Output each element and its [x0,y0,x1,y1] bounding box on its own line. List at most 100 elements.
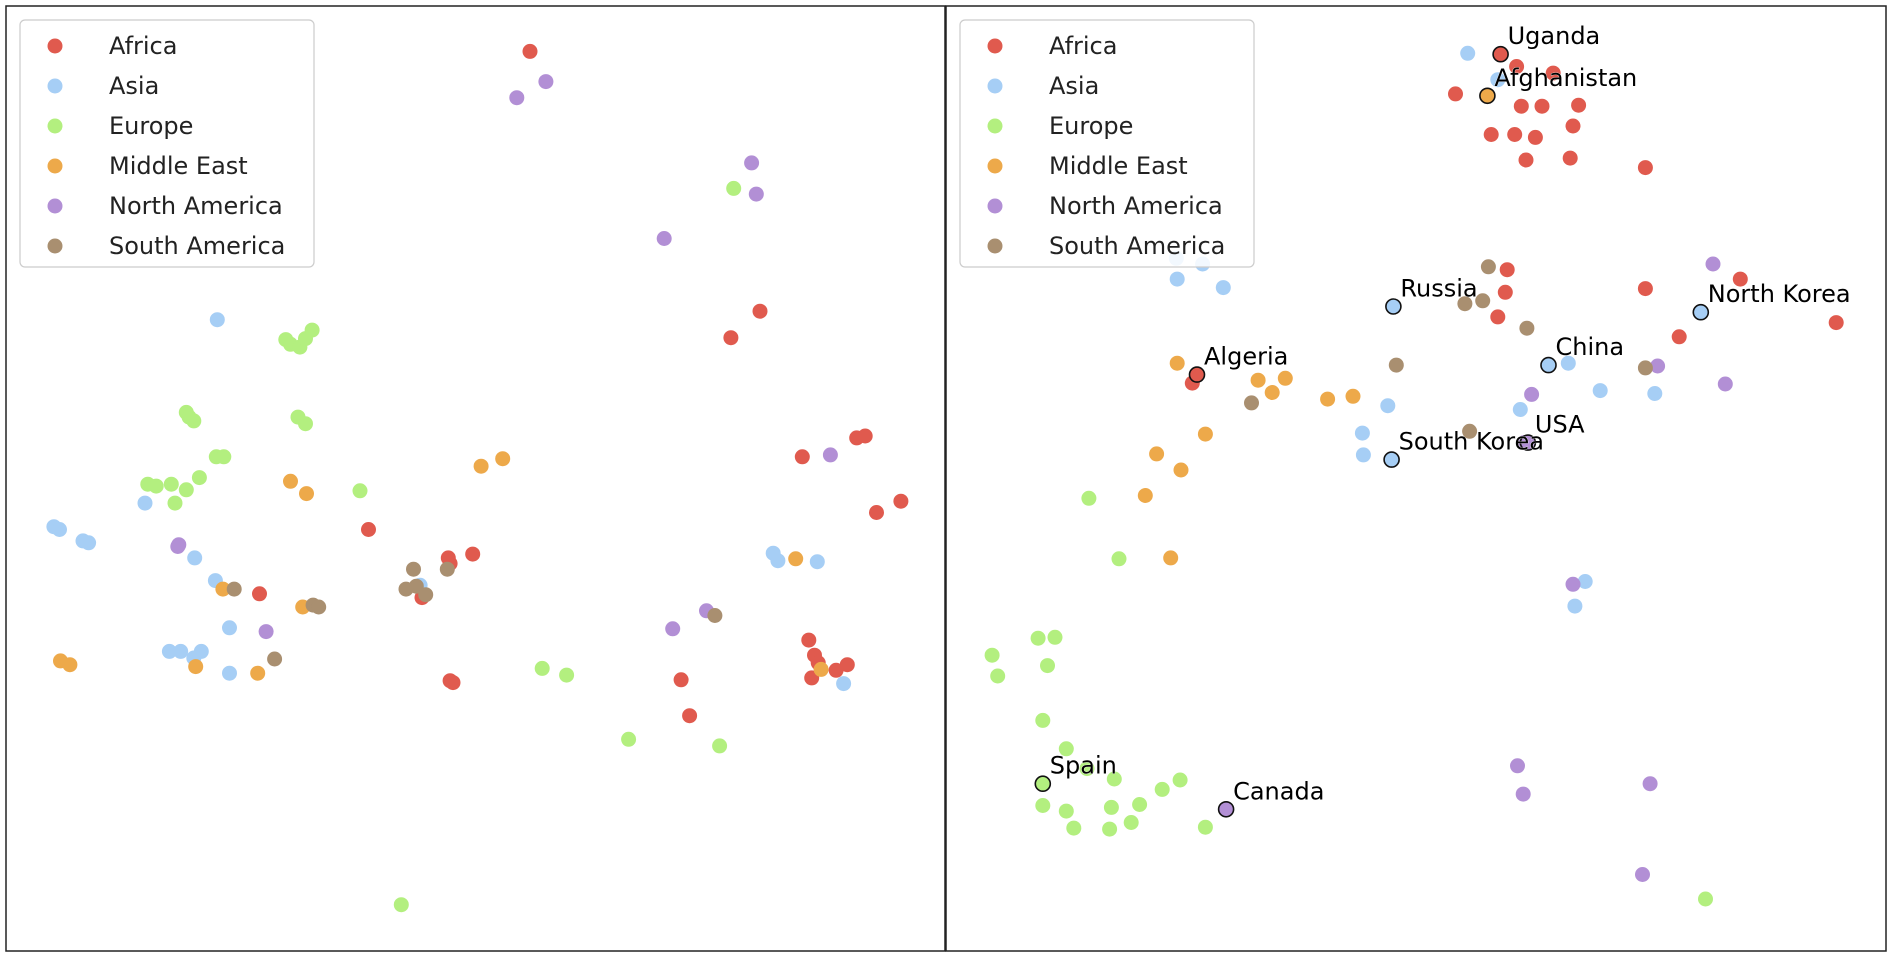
point-north-america-9 [665,621,681,637]
annotation-label-canada: Canada [1233,777,1324,805]
point-north-america-0 [538,74,554,90]
point-asia-4 [1169,271,1185,287]
point-europe-17 [1066,820,1082,836]
point-asia-10 [1512,402,1528,417]
point-middle-east-8 [1173,462,1189,478]
point-africa-19 [1828,315,1844,331]
right-legend: Africa Asia Europe Middle East North America… [959,19,1255,268]
point-north-america-1 [509,90,525,106]
point-africa-13 [1637,160,1653,176]
annotated-point-north-korea [1692,303,1710,321]
annotated-point-south-korea [1383,451,1400,468]
point-middle-east-0 [1169,355,1185,371]
point-middle-east-2 [283,473,298,489]
point-africa-23 [682,708,698,724]
point-asia-1 [137,495,153,511]
point-africa-8 [1483,127,1499,142]
legend-frame [19,19,315,268]
point-middle-east-3 [1264,385,1280,400]
point-north-america-3 [748,186,764,202]
point-europe-19 [1123,815,1139,830]
point-asia-15 [173,643,189,659]
point-africa-5 [857,428,873,444]
legend-marker-south-america [987,238,1003,254]
point-africa-2 [1545,65,1561,81]
annotated-point-afghanistan [1479,87,1496,105]
point-africa-12 [1562,150,1578,166]
point-africa-14 [801,632,817,648]
legend-label-asia: Asia [109,72,159,100]
point-asia-6 [1560,355,1576,371]
point-europe-22 [621,731,637,747]
point-north-america-5 [822,447,838,463]
point-north-america-8 [1642,776,1658,792]
point-north-america-2 [744,155,760,171]
point-europe-21 [1698,891,1713,907]
legend-label-north-america: North America [109,192,283,220]
legend-marker-north-america [987,198,1003,214]
point-asia-5 [1215,280,1231,296]
point-europe-21 [559,667,575,683]
annotated-point-canada [1217,800,1235,818]
point-middle-east-10 [1163,550,1179,566]
point-south-america-8 [707,608,723,623]
point-africa-1 [723,330,739,346]
point-africa-13 [440,550,456,566]
point-south-america-0 [226,581,242,597]
point-africa-22 [445,675,461,691]
point-europe-8 [181,409,197,425]
point-africa-20 [1671,329,1687,345]
point-north-america-7 [170,539,186,554]
point-south-america-6 [398,581,414,597]
point-europe-4 [1047,629,1063,645]
annotated-point-russia [1385,298,1402,315]
annotated-point-spain [1034,775,1052,793]
point-europe-5 [304,322,320,338]
point-middle-east-1 [495,451,511,467]
point-asia-18 [836,676,852,692]
point-africa-9 [1507,127,1523,142]
point-europe-10 [1106,771,1122,787]
point-asia-9 [1380,398,1396,414]
legend-label-africa: Africa [1049,32,1117,60]
point-south-america-2 [311,599,327,615]
point-north-america-2 [1717,376,1733,392]
point-europe-18 [167,495,183,511]
point-africa-1 [1509,59,1525,74]
point-europe-18 [1102,821,1118,837]
point-north-america-9 [1635,867,1650,882]
legend-label-europe: Europe [1049,112,1133,140]
legend-marker-asia [987,78,1003,94]
point-south-america-7 [418,587,434,603]
annotated-point-uganda [1492,45,1509,63]
point-europe-13 [1103,799,1119,815]
annotation-label-north-korea: North Korea [1708,280,1851,308]
point-asia-3 [52,522,67,537]
point-north-america-5 [1565,576,1581,592]
point-europe-19 [352,483,368,499]
point-africa-9 [252,586,267,602]
point-africa-0 [522,43,538,59]
point-south-america-2 [1457,296,1473,312]
annotated-point-china [1540,356,1557,374]
point-asia-14 [161,643,177,659]
point-middle-east-5 [215,581,231,597]
point-africa-11 [1518,152,1534,168]
point-africa-14 [1499,262,1515,278]
point-south-america-5 [1637,360,1653,376]
legend-marker-north-america [47,198,63,214]
point-europe-12 [216,449,232,465]
point-europe-12 [1154,781,1170,797]
legend-marker-africa [47,38,63,54]
point-asia-1 [1490,72,1506,88]
annotation-label-south-korea: South Korea [1399,428,1544,456]
point-asia-5 [81,535,97,551]
point-middle-east-11 [813,661,829,677]
point-europe-8 [1058,741,1074,757]
point-asia-12 [1355,447,1371,463]
point-africa-2 [752,303,768,319]
legend-marker-south-america [47,238,63,254]
point-africa-6 [1571,97,1587,113]
point-middle-east-5 [1345,388,1361,404]
